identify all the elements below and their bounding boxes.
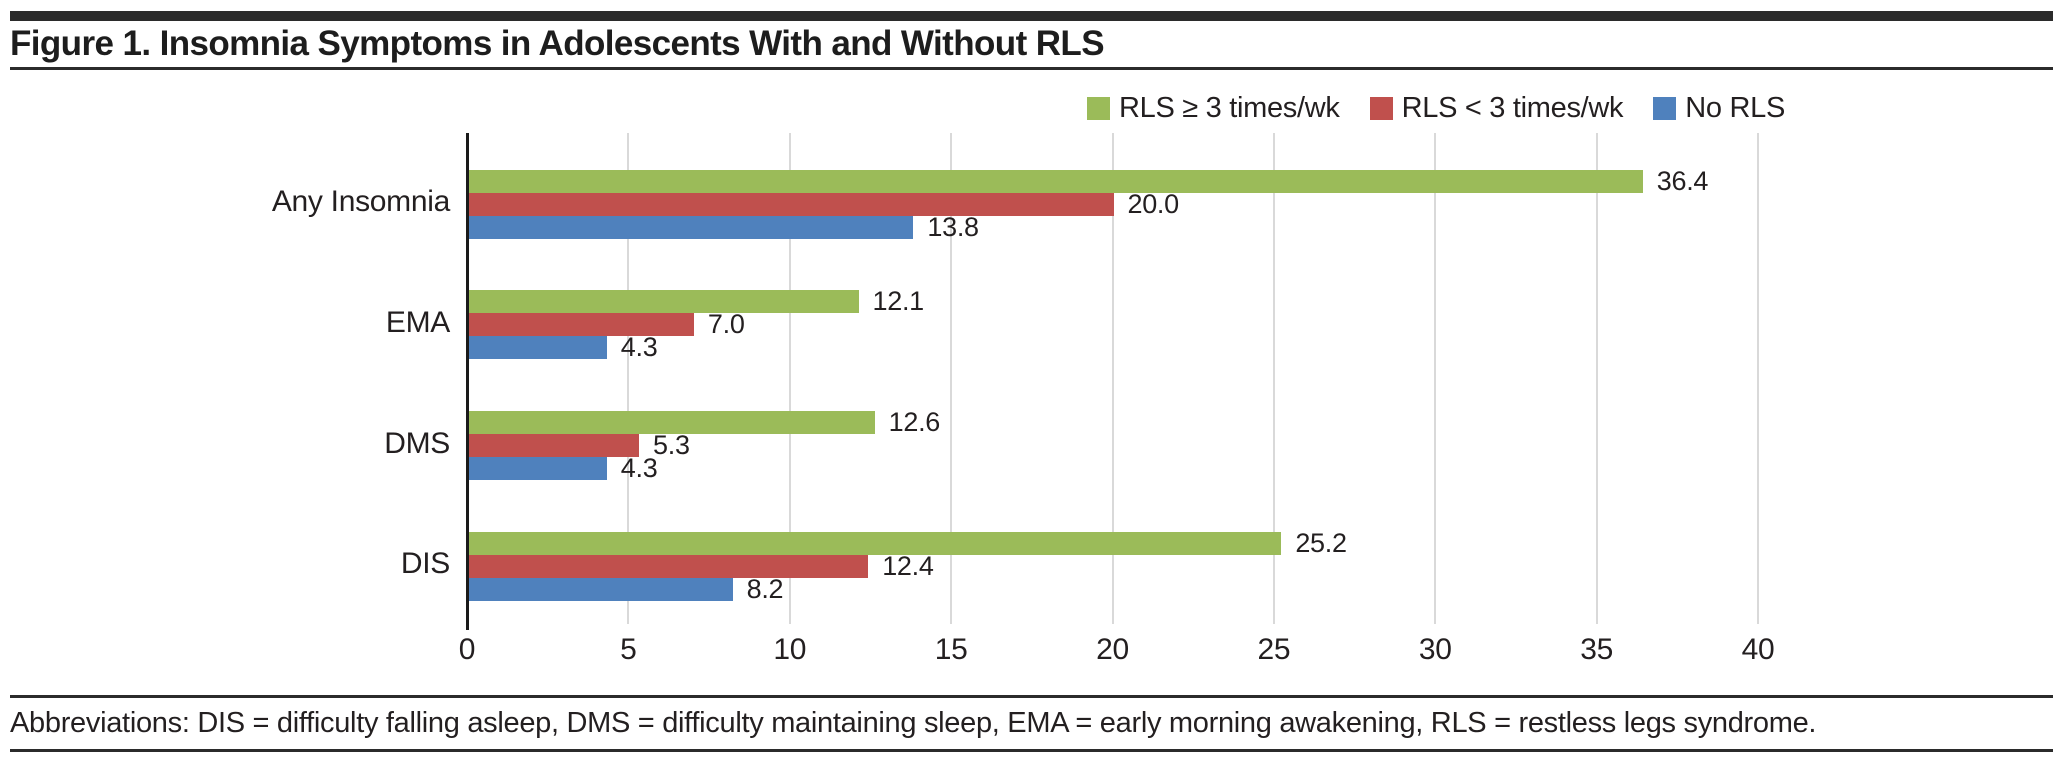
bar-value-label: 5.3: [653, 430, 690, 460]
bar-row: 12.4: [468, 550, 934, 581]
bar-any-insomnia-s1: [468, 192, 1114, 216]
gridline-15: [950, 133, 953, 624]
bar-value-label: 25.2: [1295, 527, 1347, 558]
bar-row: 20.0: [468, 188, 1180, 219]
abbreviations-note: Abbreviations: DIS = difficulty falling …: [10, 707, 1817, 739]
bar-any-insomnia-s0: [468, 169, 1643, 193]
title-divider: [10, 67, 2053, 70]
bar-ema-s0: [468, 290, 859, 314]
legend-item: RLS ≥ 3 times/wk: [1086, 92, 1340, 125]
bar-ema-s1: [468, 313, 694, 337]
legend-item: RLS < 3 times/wk: [1369, 92, 1624, 125]
x-tick-label: 5: [620, 633, 637, 666]
legend-label: RLS < 3 times/wk: [1401, 92, 1624, 124]
gridline-40: [1757, 133, 1759, 624]
bar-row: 7.0: [468, 309, 745, 340]
gridline-25: [1272, 133, 1275, 624]
bar-value-label: 12.4: [882, 550, 934, 581]
x-tick-label: 0: [458, 633, 476, 666]
x-tick-label: 40: [1741, 633, 1775, 666]
legend-swatch-icon: [1653, 97, 1677, 120]
bar-dis-s2: [468, 577, 733, 601]
bar-value-label: 36.4: [1656, 165, 1709, 196]
legend-label: No RLS: [1685, 92, 1785, 124]
category-label: EMA: [385, 305, 450, 339]
gridline-30: [1434, 133, 1437, 624]
figure-title: Figure 1. Insomnia Symptoms in Adolescen…: [10, 24, 1105, 63]
gridline-10: [788, 133, 791, 624]
bar-dis-s0: [468, 531, 1282, 555]
gridline-5: [627, 133, 630, 624]
category-label: Any Insomnia: [271, 185, 450, 218]
bar-row: 36.4: [468, 165, 1709, 196]
top-accent-bar: [10, 11, 2053, 21]
bar-ema-s2: [468, 336, 607, 360]
category-label: DIS: [400, 547, 450, 581]
legend-label: RLS ≥ 3 times/wk: [1118, 92, 1340, 124]
bar-value-label: 4.3: [620, 332, 658, 363]
bar-any-insomnia-s2: [468, 215, 914, 239]
category-label: DMS: [384, 426, 450, 460]
bar-value-label: 20.0: [1127, 188, 1180, 219]
bar-value-label: 12.1: [872, 286, 925, 317]
bar-row: 4.3: [468, 453, 658, 483]
legend-swatch-icon: [1086, 97, 1110, 120]
chart-legend: RLS ≥ 3 times/wk RLS < 3 times/wk No RLS: [1086, 92, 1785, 125]
x-tick-label: 10: [773, 633, 807, 666]
bar-value-label: 8.2: [746, 573, 784, 604]
x-tick-label: 20: [1096, 633, 1129, 666]
bar-value-label: 13.8: [927, 211, 979, 242]
bar-value-label: 12.6: [888, 407, 941, 437]
bar-value-label: 7.0: [707, 309, 745, 340]
x-tick-label: 15: [934, 633, 968, 666]
bar-row: 12.1: [468, 286, 925, 317]
bar-dms-s2: [468, 457, 607, 480]
bar-row: 8.2: [468, 573, 784, 604]
y-axis-line: [466, 133, 469, 630]
x-tick-label: 25: [1257, 633, 1291, 666]
footnote-divider-top: [10, 695, 2053, 698]
footnote-divider-bottom: [10, 749, 2053, 752]
x-tick-label: 35: [1580, 633, 1614, 666]
legend-swatch-icon: [1369, 97, 1393, 120]
bar-dms-s1: [468, 434, 640, 457]
bar-dms-s0: [468, 411, 875, 434]
x-tick-label: 30: [1418, 633, 1452, 666]
bar-value-label: 4.3: [620, 453, 658, 483]
bar-row: 13.8: [468, 211, 979, 242]
bar-dis-s1: [468, 554, 869, 578]
gridline-35: [1595, 133, 1598, 624]
bar-row: 4.3: [468, 332, 658, 363]
bar-row: 12.6: [468, 407, 941, 437]
gridline-20: [1111, 133, 1114, 624]
bar-row: 25.2: [468, 527, 1347, 558]
legend-item: No RLS: [1653, 92, 1785, 125]
bar-row: 5.3: [468, 430, 690, 460]
plot-area: 36.4 20.0 13.8 12.1 7.0 4.3 12.6 5.3 4.3 25.2 12.4…: [466, 133, 1759, 630]
